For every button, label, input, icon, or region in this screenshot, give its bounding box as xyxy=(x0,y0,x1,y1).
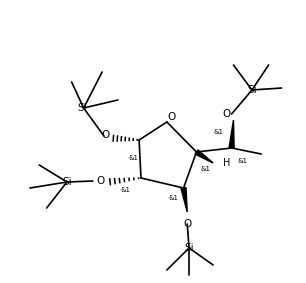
Text: &1: &1 xyxy=(237,158,247,164)
Text: &1: &1 xyxy=(200,166,210,172)
Text: O: O xyxy=(222,109,230,119)
Text: O: O xyxy=(96,176,104,186)
Polygon shape xyxy=(229,120,234,148)
Text: O: O xyxy=(167,112,175,123)
Text: Si: Si xyxy=(184,243,194,253)
Text: Si: Si xyxy=(77,103,87,113)
Text: H: H xyxy=(223,158,231,168)
Text: &1: &1 xyxy=(121,187,131,193)
Text: O: O xyxy=(102,130,110,140)
Polygon shape xyxy=(181,188,187,212)
Text: Si: Si xyxy=(247,85,257,95)
Text: O: O xyxy=(183,219,191,230)
Text: &1: &1 xyxy=(213,129,223,135)
Text: &1: &1 xyxy=(128,155,138,161)
Polygon shape xyxy=(195,150,213,163)
Text: Si: Si xyxy=(62,177,72,187)
Text: &1: &1 xyxy=(169,195,179,201)
